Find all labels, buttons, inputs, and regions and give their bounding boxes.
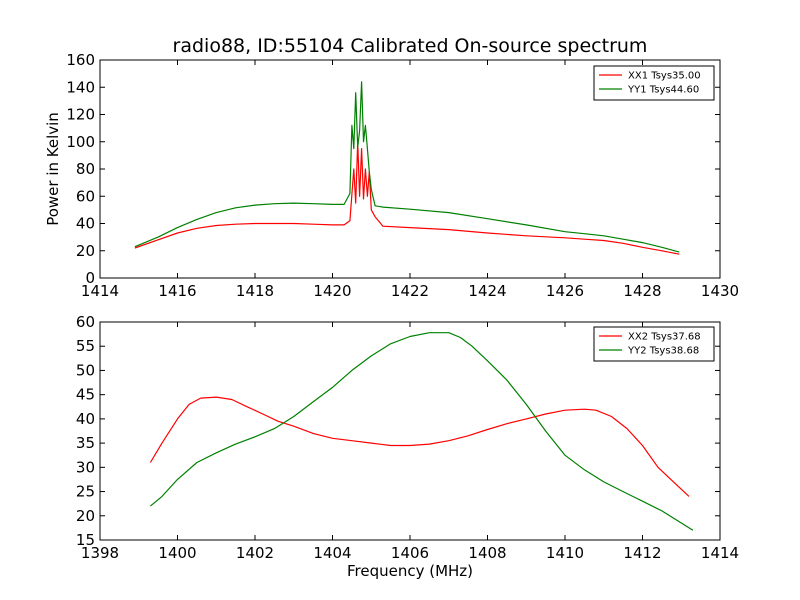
series-line-2 — [134, 81, 680, 253]
y-tick-label: 100 — [66, 133, 95, 151]
y-tick-label: 15 — [76, 531, 95, 549]
x-tick-label: 1420 — [313, 282, 351, 300]
y-tick-label: 0 — [85, 269, 95, 287]
x-tick-label: 1406 — [391, 544, 429, 562]
series-line-2 — [150, 332, 694, 531]
y-tick-label: 140 — [66, 78, 95, 96]
y-tick-label: 40 — [76, 410, 95, 428]
x-tick-label: 1430 — [701, 282, 739, 300]
x-tick-label: 1414 — [81, 282, 119, 300]
x-tick-label: 1428 — [623, 282, 661, 300]
legend-box — [593, 326, 715, 362]
y-tick-label: 60 — [76, 313, 95, 331]
y-tick-label: 25 — [76, 483, 95, 501]
x-tick-label: 1398 — [81, 544, 119, 562]
bottom-x-axis-title: Frequency (MHz) — [347, 562, 473, 580]
top-series-lines — [134, 81, 680, 255]
figure-title: radio88, ID:55104 Calibrated On-source s… — [173, 35, 648, 57]
top-plot-frame — [99, 59, 721, 279]
x-tick-label: 1414 — [701, 544, 739, 562]
bottom-ticks: 1398 1400 1402 1404 1406 1408 1410 1412 1414 15 20… — [76, 313, 739, 562]
x-tick-label: 1426 — [546, 282, 584, 300]
legend-label: XX1 Tsys35.00 — [628, 71, 701, 82]
y-tick-label: 120 — [66, 106, 95, 124]
x-tick-label: 1410 — [546, 544, 584, 562]
x-tick-label: 1422 — [391, 282, 429, 300]
x-tick-label: 1416 — [158, 282, 196, 300]
y-tick-label: 35 — [76, 434, 95, 452]
legend-box — [593, 65, 715, 101]
x-tick-label: 1408 — [468, 544, 506, 562]
bottom-legend: XX2 Tsys37.68 YY2 Tsys38.68 — [593, 326, 715, 362]
top-legend: XX1 Tsys35.00 YY1 Tsys44.60 — [593, 65, 715, 101]
y-tick-label: 50 — [76, 361, 95, 379]
y-tick-label: 160 — [66, 51, 95, 69]
bottom-series-lines — [149, 332, 694, 531]
legend-label: YY2 Tsys38.68 — [627, 346, 699, 357]
y-tick-label: 55 — [76, 337, 95, 355]
y-tick-label: 20 — [76, 507, 95, 525]
series-line-1 — [134, 141, 680, 255]
x-tick-label: 1404 — [313, 544, 351, 562]
x-tick-label: 1424 — [468, 282, 506, 300]
x-tick-label: 1412 — [623, 544, 661, 562]
top-chart: 1414 1416 1418 1420 1422 1424 1426 1428 1430 0 20 4… — [44, 51, 739, 300]
x-tick-label: 1402 — [236, 544, 274, 562]
bottom-plot-frame — [99, 321, 721, 541]
top-y-axis-title: Power in Kelvin — [44, 112, 62, 226]
bottom-chart: 1398 1400 1402 1404 1406 1408 1410 1412 1414 15 20… — [76, 313, 739, 580]
y-tick-label: 40 — [76, 215, 95, 233]
y-tick-label: 45 — [76, 386, 95, 404]
y-tick-label: 30 — [76, 458, 95, 476]
legend-label: YY1 Tsys44.60 — [627, 85, 699, 96]
y-tick-label: 20 — [76, 242, 95, 260]
x-tick-label: 1418 — [236, 282, 274, 300]
series-line-1 — [149, 396, 690, 497]
legend-label: XX2 Tsys37.68 — [628, 332, 701, 343]
y-tick-label: 80 — [76, 160, 95, 178]
y-tick-label: 60 — [76, 187, 95, 205]
top-ticks: 1414 1416 1418 1420 1422 1424 1426 1428 1430 0 20 4… — [66, 51, 739, 300]
x-tick-label: 1400 — [158, 544, 196, 562]
